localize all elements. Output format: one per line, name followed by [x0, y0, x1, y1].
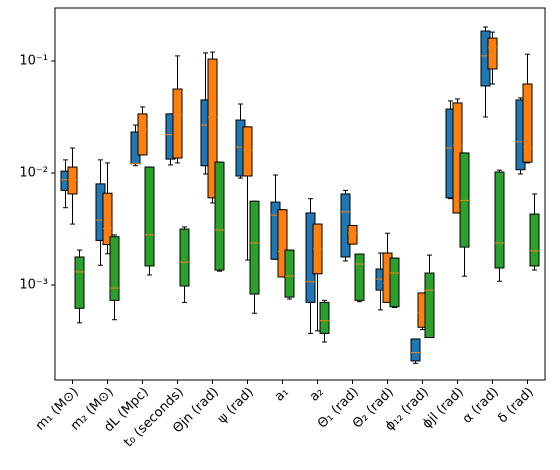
- box: [242, 126, 253, 177]
- box: [529, 213, 540, 267]
- box: [102, 192, 113, 246]
- y-tick-label: 10⁻¹: [19, 53, 48, 68]
- box: [494, 171, 505, 269]
- box: [172, 88, 183, 159]
- box: [67, 166, 78, 195]
- box: [522, 83, 533, 163]
- box: [389, 257, 400, 308]
- x-tick-label: a₂: [307, 385, 327, 405]
- x-tick-label: α (rad): [460, 385, 502, 427]
- box: [249, 200, 260, 295]
- box: [424, 272, 435, 339]
- box: [284, 249, 295, 298]
- box: [347, 224, 358, 245]
- box: [277, 209, 288, 278]
- box: [319, 301, 330, 334]
- box: [137, 113, 148, 156]
- box: [74, 256, 85, 309]
- y-tick-label: 10⁻²: [19, 165, 48, 180]
- box: [144, 166, 155, 267]
- box: [179, 228, 190, 287]
- box: [207, 58, 218, 199]
- y-tick-label: 10⁻³: [19, 278, 48, 293]
- x-tick-label: δ (rad): [495, 385, 537, 427]
- plot-frame: [54, 7, 546, 381]
- box: [354, 253, 365, 301]
- box: [410, 338, 421, 362]
- box: [487, 37, 498, 70]
- x-tick-label: a₁: [272, 385, 292, 405]
- x-tick-label: ψ (rad): [215, 385, 257, 427]
- box: [109, 236, 120, 301]
- box: [214, 161, 225, 271]
